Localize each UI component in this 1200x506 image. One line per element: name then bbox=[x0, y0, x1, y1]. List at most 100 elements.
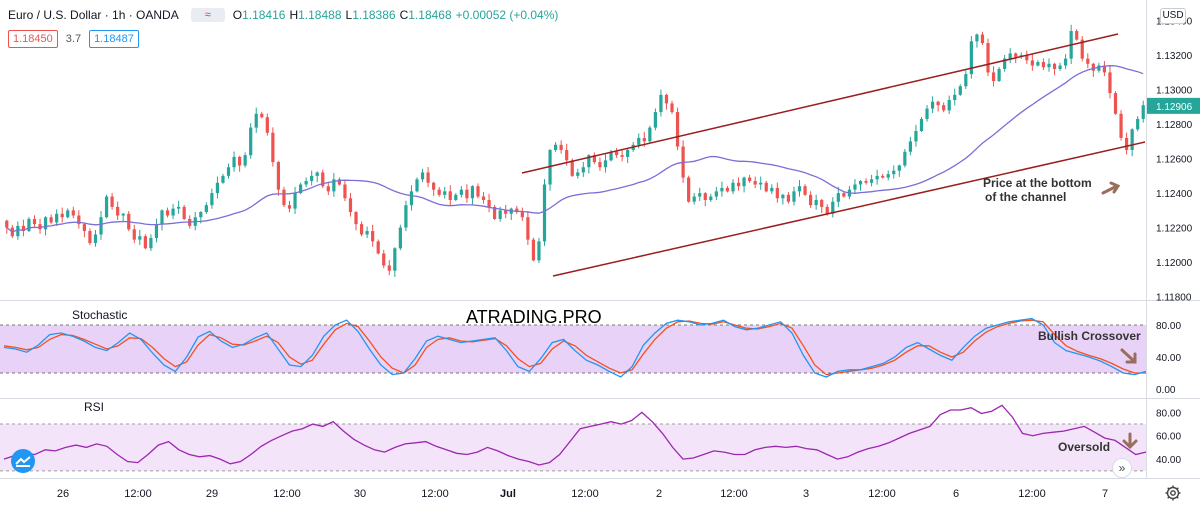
candle-body bbox=[398, 227, 402, 249]
candle-body bbox=[714, 191, 718, 197]
buy-button[interactable]: 1.18487 bbox=[89, 30, 139, 48]
settings-gear-icon[interactable] bbox=[1164, 484, 1182, 502]
candle-body bbox=[553, 144, 558, 150]
compare-icon[interactable]: ≈ bbox=[190, 8, 225, 22]
candle-body bbox=[598, 162, 602, 168]
candle-body bbox=[177, 206, 181, 209]
candle-body bbox=[470, 186, 475, 199]
candle-body bbox=[925, 108, 929, 119]
candle-body bbox=[154, 224, 159, 238]
time-axis-tick: 2 bbox=[656, 488, 662, 500]
candle-body bbox=[254, 113, 258, 128]
candle-body bbox=[77, 215, 81, 225]
stoch-annotation: Bullish Crossover bbox=[1038, 329, 1141, 343]
candle-body bbox=[132, 229, 136, 240]
candle-body bbox=[897, 165, 901, 171]
candle-body bbox=[565, 150, 569, 161]
candle-body bbox=[581, 167, 585, 173]
candle-body bbox=[559, 144, 563, 150]
tradingview-logo-icon[interactable] bbox=[11, 449, 35, 473]
symbol-title[interactable]: Euro / U.S. Dollar · 1h · OANDA bbox=[8, 8, 179, 22]
candle-body bbox=[797, 186, 802, 192]
candle-body bbox=[919, 118, 924, 132]
time-axis-tick: 26 bbox=[57, 488, 69, 500]
expand-chevrons-icon[interactable]: » bbox=[1112, 458, 1132, 478]
candle-body bbox=[321, 172, 325, 187]
candle-body bbox=[831, 201, 835, 214]
stoch-k-line bbox=[3, 317, 1147, 378]
candle-body bbox=[1047, 63, 1051, 68]
candle-body bbox=[66, 210, 70, 218]
time-axis-tick: 12:00 bbox=[720, 488, 748, 500]
time-axis-tick: 29 bbox=[206, 488, 218, 500]
ohlc-change: +0.00052 (+0.04%) bbox=[455, 8, 559, 22]
candle-body bbox=[991, 72, 996, 82]
currency-selector[interactable]: USD bbox=[1160, 8, 1186, 24]
candle-body bbox=[454, 194, 458, 200]
time-axis-tick: 12:00 bbox=[273, 488, 301, 500]
candle-body bbox=[121, 213, 125, 216]
ohlc-close-value: 1.18468 bbox=[408, 8, 452, 22]
candle-body bbox=[487, 200, 491, 207]
candle-body bbox=[443, 191, 447, 195]
price-axis-tick: 1.12600 bbox=[1156, 155, 1193, 166]
candle-body bbox=[592, 155, 597, 163]
candle-body bbox=[1113, 93, 1118, 114]
candle-body bbox=[908, 141, 913, 152]
candle-body bbox=[853, 184, 857, 190]
candle-body bbox=[215, 182, 220, 194]
watermark-text: ATRADING.PRO bbox=[466, 307, 602, 327]
candle-body bbox=[149, 237, 153, 249]
candle-body bbox=[725, 187, 730, 192]
candle-body bbox=[587, 155, 591, 168]
candle-body bbox=[260, 113, 264, 118]
candle-body bbox=[210, 193, 214, 206]
candle-body bbox=[71, 210, 75, 216]
candle-body bbox=[310, 175, 314, 182]
candle-body bbox=[1064, 58, 1068, 66]
stoch-axis-tick: 80.00 bbox=[1156, 321, 1181, 332]
candle-body bbox=[404, 205, 408, 228]
candle-body bbox=[914, 131, 918, 142]
price-axis-tick: 1.11800 bbox=[1156, 293, 1192, 304]
candle-body bbox=[808, 194, 813, 206]
crossover-arrow-icon bbox=[1120, 348, 1137, 364]
candle-body bbox=[637, 137, 641, 145]
candle-body bbox=[315, 172, 319, 176]
candle-body bbox=[287, 205, 292, 209]
candle-body bbox=[432, 182, 436, 190]
time-axis-tick: 30 bbox=[354, 488, 366, 500]
ohlc-close: C1.18468 bbox=[399, 8, 452, 22]
candle-body bbox=[326, 186, 330, 192]
candle-body bbox=[393, 248, 397, 271]
candle-body bbox=[82, 224, 86, 232]
candle-body bbox=[504, 210, 508, 214]
candle-body bbox=[32, 218, 37, 225]
candle-body bbox=[936, 101, 940, 106]
candle-body bbox=[786, 194, 791, 202]
candle-body bbox=[770, 187, 774, 192]
last-price-tag bbox=[1147, 97, 1200, 114]
candle-body bbox=[603, 160, 608, 168]
candle-body bbox=[820, 200, 824, 207]
candle-body bbox=[609, 151, 613, 161]
channel-lower-line bbox=[552, 141, 1146, 277]
time-axis-tick: 12:00 bbox=[868, 488, 896, 500]
annotation-arrow-icon bbox=[1101, 181, 1121, 195]
candle-body bbox=[21, 225, 26, 232]
sell-button[interactable]: 1.18450 bbox=[8, 30, 58, 48]
candle-body bbox=[1124, 137, 1129, 150]
last-price-label: 1.12906 bbox=[1156, 102, 1193, 113]
ohlc-open-value: 1.18416 bbox=[242, 8, 286, 22]
candle-body bbox=[99, 217, 103, 235]
candle-body bbox=[304, 181, 308, 185]
time-axis-tick: 12:00 bbox=[1018, 488, 1046, 500]
candle-body bbox=[892, 170, 896, 175]
candle-body bbox=[165, 210, 170, 216]
price-axis-tick: 1.13200 bbox=[1156, 51, 1193, 62]
candle-body bbox=[526, 217, 530, 240]
candle-body bbox=[980, 34, 985, 44]
candle-body bbox=[49, 217, 53, 223]
stoch-axis-tick: 0.00 bbox=[1156, 385, 1176, 396]
